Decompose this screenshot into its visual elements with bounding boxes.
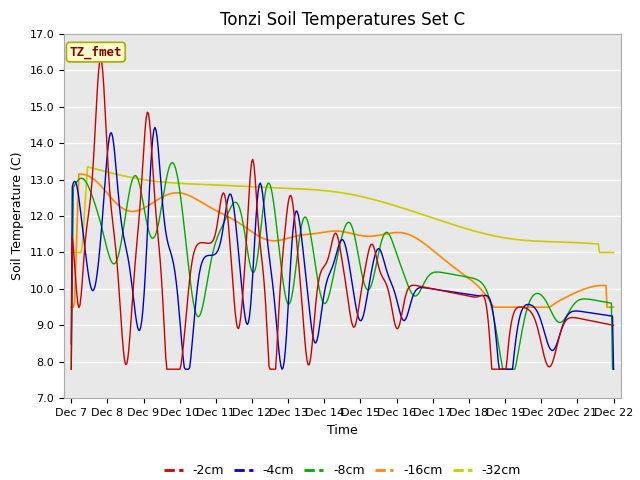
-2cm [513,305,521,311]
-2cm [326,249,333,254]
-32cm [610,250,618,255]
Text: TZ_fmet: TZ_fmet [70,46,122,59]
Legend: -2cm, -4cm, -8cm, -16cm, -32cm: -2cm, -4cm, -8cm, -16cm, -32cm [159,459,526,480]
-32cm [362,195,370,201]
-8cm [330,274,337,280]
-8cm [168,160,176,166]
-16cm [391,230,399,236]
Line: -32cm: -32cm [71,167,614,252]
-4cm [363,295,371,301]
-8cm [610,366,618,372]
-4cm [599,312,607,318]
-8cm [391,247,399,252]
-32cm [326,188,333,194]
Title: Tonzi Soil Temperatures Set C: Tonzi Soil Temperatures Set C [220,11,465,29]
-2cm [67,366,75,372]
-4cm [182,366,189,372]
-4cm [330,259,338,264]
-2cm [362,263,370,268]
-2cm [391,322,399,328]
-4cm [610,366,618,372]
-2cm [598,320,605,326]
-16cm [76,171,84,177]
-32cm [84,164,92,170]
Line: -4cm: -4cm [71,127,614,369]
-8cm [326,289,333,295]
-16cm [326,228,333,234]
-32cm [330,189,337,194]
-32cm [391,203,399,209]
-32cm [513,237,521,242]
-8cm [598,299,605,304]
-16cm [330,228,337,234]
-16cm [513,304,521,310]
Y-axis label: Soil Temperature (C): Soil Temperature (C) [11,152,24,280]
-32cm [598,250,605,255]
-4cm [327,267,335,273]
X-axis label: Time: Time [327,424,358,437]
-8cm [67,366,75,372]
-4cm [67,341,75,347]
-2cm [97,56,104,61]
-4cm [151,124,159,130]
-16cm [362,233,370,239]
-2cm [330,235,337,240]
-32cm [67,250,75,255]
-16cm [598,283,605,288]
Line: -8cm: -8cm [71,163,614,369]
Line: -16cm: -16cm [71,174,614,307]
-2cm [610,323,618,328]
-8cm [513,357,521,363]
-4cm [514,323,522,329]
Line: -2cm: -2cm [71,59,614,369]
-8cm [362,285,370,290]
-16cm [610,304,618,310]
-16cm [67,304,75,310]
-4cm [392,295,400,300]
